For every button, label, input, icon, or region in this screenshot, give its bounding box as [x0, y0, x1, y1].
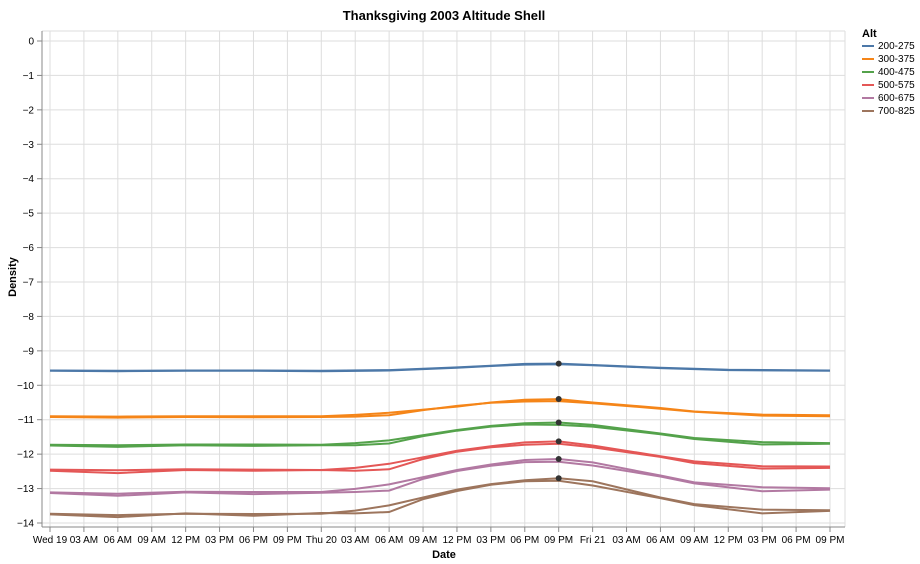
y-tick-label: −14: [17, 519, 34, 530]
highlight-point-200-275: [555, 360, 562, 367]
y-tick-label: 0: [28, 37, 34, 48]
x-tick-label: 06 AM: [375, 535, 403, 546]
x-tick-label: 09 AM: [680, 535, 708, 546]
legend-label-300-375: 300-375: [878, 54, 915, 65]
y-tick-label: −13: [17, 484, 34, 495]
x-tick-label: 03 PM: [205, 535, 234, 546]
y-tick-label: −8: [23, 312, 35, 323]
y-tick-label: −5: [23, 209, 35, 220]
series-700-825: [49, 477, 831, 519]
x-tick-label: 03 AM: [341, 535, 369, 546]
highlight-point-400-475: [555, 419, 562, 426]
chart-title: Thanksgiving 2003 Altitude Shell: [343, 8, 546, 23]
highlight-point-700-825: [555, 475, 562, 482]
series-lines: [49, 362, 831, 519]
y-tick-label: −9: [23, 346, 35, 357]
legend-items: 200-275 300-375 400-475 500-575 600-675 700-8…: [862, 41, 915, 117]
x-tick-label: Fri 21: [580, 535, 606, 546]
x-tick-label: 12 PM: [714, 535, 743, 546]
series-200-275: [49, 362, 831, 373]
legend-label-600-675: 600-675: [878, 93, 915, 104]
series-line-400-475: [49, 423, 831, 448]
legend-label-400-475: 400-475: [878, 67, 915, 78]
x-tick-label: 09 AM: [409, 535, 437, 546]
x-tick-label: 06 PM: [782, 535, 811, 546]
y-tick-label: −11: [18, 415, 35, 426]
y-axis-title: Density: [7, 256, 19, 297]
x-tick-label: 09 PM: [544, 535, 573, 546]
y-tick-label: −3: [23, 140, 35, 151]
x-tick-label: Wed 19: [33, 535, 68, 546]
x-tick-label: 09 PM: [816, 535, 845, 546]
series-line-300-375: [49, 400, 831, 419]
series-line-200-275: [49, 363, 831, 373]
x-tick-label: 12 PM: [171, 535, 200, 546]
series-600-675: [49, 457, 831, 497]
series-300-375: [49, 398, 831, 419]
y-tick-label: −10: [17, 381, 34, 392]
x-axis-title: Date: [432, 549, 456, 561]
series-line-500-575: [49, 442, 831, 475]
y-tick-label: −1: [23, 71, 35, 82]
x-tick-label: 03 AM: [612, 535, 640, 546]
x-tick-label: 09 PM: [273, 535, 302, 546]
legend-label-500-575: 500-575: [878, 80, 915, 91]
legend-label-700-825: 700-825: [878, 106, 915, 117]
x-tick-label: 09 AM: [138, 535, 166, 546]
y-tick-label: −2: [23, 105, 35, 116]
y-tick-label: −4: [23, 174, 35, 185]
legend-title: Alt: [862, 28, 877, 40]
x-tick-label: 03 PM: [476, 535, 505, 546]
series-500-575: [49, 440, 831, 475]
x-tick-label: Thu 20: [306, 535, 338, 546]
x-tick-label: 03 PM: [748, 535, 777, 546]
highlight-points: [555, 360, 562, 482]
y-tick-label: −7: [23, 278, 35, 289]
series-line-700-825: [49, 479, 831, 519]
legend-label-200-275: 200-275: [878, 41, 915, 52]
y-tick-label: −6: [23, 243, 35, 254]
x-tick-label: 06 PM: [510, 535, 539, 546]
x-tick-label: 03 AM: [70, 535, 98, 546]
highlight-point-600-675: [555, 455, 562, 462]
x-tick-label: 06 AM: [646, 535, 674, 546]
series-line-600-675: [49, 460, 831, 497]
y-tick-label: −12: [17, 450, 34, 461]
axes: 0 −1 −2 −3 −4 −5 −6 −7 −8 −9 −10 −11 −12 −13 −14 Wed 19…: [17, 31, 845, 546]
x-tick-label: 06 AM: [104, 535, 132, 546]
highlight-point-500-575: [555, 438, 562, 445]
legend: Alt 200-275 300-375 400-475 500-575 600-675 7…: [862, 28, 915, 117]
highlight-point-300-375: [555, 396, 562, 403]
series-400-475: [49, 421, 831, 448]
x-tick-label: 12 PM: [443, 535, 472, 546]
x-tick-label: 06 PM: [239, 535, 268, 546]
